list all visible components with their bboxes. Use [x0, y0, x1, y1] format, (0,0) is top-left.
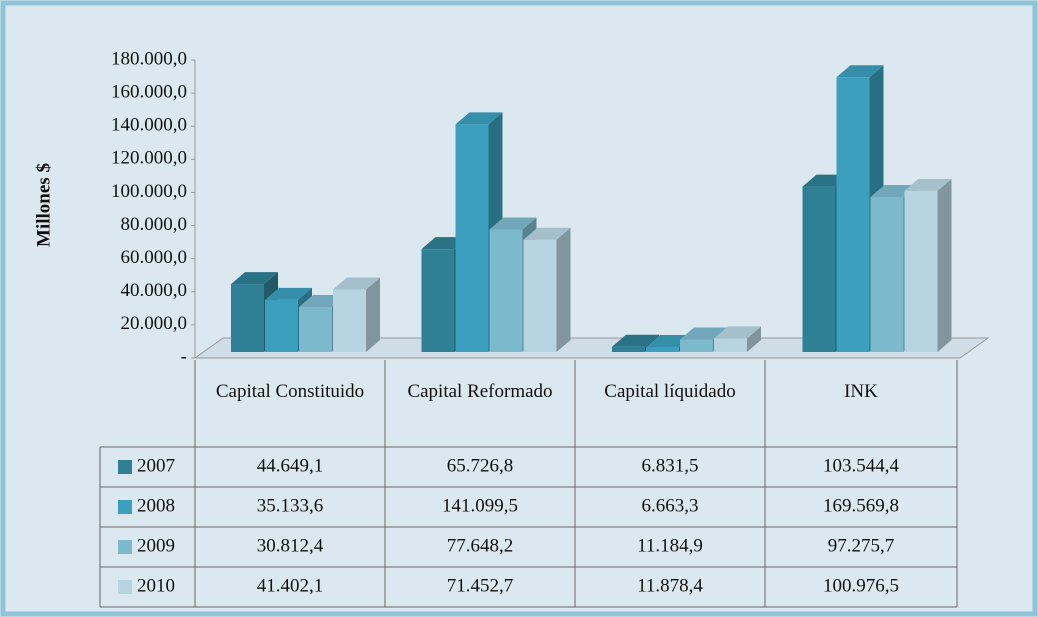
bar-front: [523, 239, 557, 352]
data-label: 169.569,8: [823, 495, 899, 516]
bar-top: [904, 178, 952, 191]
y-tick-label: 140.000,0: [111, 115, 187, 136]
bar-front: [421, 249, 455, 352]
bar-front: [836, 77, 870, 353]
y-tick-label: 120.000,0: [111, 148, 187, 169]
legend-key: [118, 540, 132, 554]
category-label: Capital Reformado: [407, 381, 553, 402]
data-label: 103.544,4: [823, 455, 900, 476]
data-label: 41.402,1: [257, 575, 324, 596]
category-label: Capital líquidado: [604, 381, 736, 402]
legend-key: [118, 500, 132, 514]
bar-side: [937, 178, 952, 352]
bar-front: [646, 346, 679, 352]
data-label: 6.663,3: [642, 495, 699, 516]
bar: [523, 227, 571, 352]
legend-label: 2009: [137, 535, 175, 556]
bar: [714, 326, 761, 352]
bar-top: [523, 227, 571, 240]
data-label: 6.831,5: [642, 455, 699, 476]
axis-label: Millones $: [33, 163, 54, 247]
legend-label: 2007: [137, 455, 175, 476]
data-label: 100.976,5: [823, 575, 899, 596]
bar-front: [714, 338, 747, 352]
y-tick-label: -: [181, 346, 187, 367]
bar-front: [612, 346, 645, 352]
bar-top: [265, 287, 312, 300]
bar-top: [714, 326, 761, 339]
bar-side: [747, 326, 761, 352]
bar-front: [455, 124, 489, 352]
bar-top: [455, 112, 503, 125]
bar: [333, 277, 380, 352]
y-tick-label: 160.000,0: [111, 81, 187, 102]
bar-side: [556, 227, 571, 352]
bar-top: [836, 65, 884, 78]
legend-label: 2008: [137, 495, 175, 516]
y-tick-label: 40.000,0: [121, 280, 188, 301]
bar-top: [489, 217, 537, 230]
bar-front: [802, 186, 836, 352]
data-label: 77.648,2: [447, 535, 514, 556]
bar-side: [366, 277, 380, 352]
y-tick-label: 100.000,0: [111, 181, 187, 202]
y-tick-label: 60.000,0: [121, 247, 188, 268]
bar-front: [680, 339, 713, 352]
legend-key: [118, 580, 132, 594]
data-label: 44.649,1: [257, 455, 324, 476]
bar-front: [265, 299, 298, 352]
bar-front: [299, 306, 332, 352]
bar-front: [231, 284, 264, 352]
data-label: 65.726,8: [447, 455, 514, 476]
bar-top: [333, 277, 380, 290]
y-tick-label: 180.000,0: [111, 48, 187, 69]
floor: [193, 337, 990, 359]
legend-label: 2010: [137, 575, 175, 596]
bar-front: [489, 229, 523, 352]
data-label: 35.133,6: [257, 495, 324, 516]
category-label: INK: [844, 381, 878, 402]
y-tick-label: 20.000,0: [121, 313, 188, 334]
bar-top: [680, 327, 727, 340]
data-label: 141.099,5: [442, 495, 518, 516]
data-label: 11.184,9: [637, 535, 703, 556]
data-label: 97.275,7: [828, 535, 895, 556]
category-label: Capital Constituido: [215, 381, 365, 402]
bar-top: [231, 272, 278, 285]
bar: [836, 65, 884, 353]
bar-front: [870, 196, 904, 352]
data-label: 11.878,4: [637, 575, 703, 596]
bar: [904, 178, 952, 352]
legend-key: [118, 460, 132, 474]
bar-front: [333, 289, 366, 352]
bar-front: [904, 190, 938, 352]
bar-top: [612, 334, 659, 347]
data-label: 30.812,4: [257, 535, 324, 556]
data-label: 71.452,7: [447, 575, 514, 596]
y-tick-label: 80.000,0: [121, 214, 188, 235]
